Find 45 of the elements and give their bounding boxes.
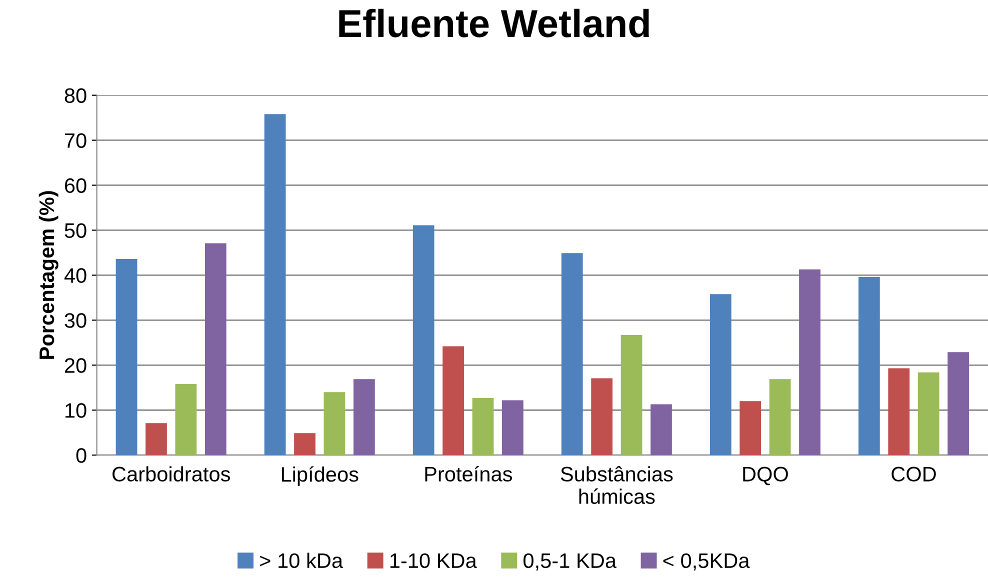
bar xyxy=(146,423,167,456)
x-tick-label: Lipídeos xyxy=(282,466,358,486)
y-tick-label: 0 xyxy=(76,448,86,463)
bar xyxy=(799,269,820,456)
y-tick-label: 20 xyxy=(64,358,86,373)
y-tick-label: 80 xyxy=(64,88,86,104)
bar xyxy=(353,379,375,456)
legend-label: > 10 kDa xyxy=(260,552,344,568)
bar xyxy=(442,346,464,456)
x-tick-label: DQO xyxy=(743,466,788,486)
chart-title: Efluente Wetland xyxy=(339,8,649,38)
legend-label: < 0,5KDa xyxy=(663,553,750,571)
bar xyxy=(769,379,791,456)
y-tick-label: 60 xyxy=(64,178,86,193)
bar xyxy=(620,335,642,456)
y-axis-title: Porcentagem (%) xyxy=(38,191,58,359)
y-tick-label: 10 xyxy=(66,403,86,418)
bar xyxy=(175,384,197,456)
legend-label: 0,5-1 KDa xyxy=(524,553,616,571)
bar xyxy=(561,253,583,456)
bar xyxy=(740,401,762,456)
legend-label: 1-10 KDa xyxy=(390,553,477,568)
bar xyxy=(472,398,494,456)
bar xyxy=(264,114,286,456)
bar xyxy=(116,258,138,456)
bar xyxy=(502,400,524,456)
bar xyxy=(858,276,880,456)
y-tick-label: 70 xyxy=(65,133,86,148)
x-tick-label: COD xyxy=(892,466,936,482)
bar xyxy=(324,392,346,456)
y-tick-label: 30 xyxy=(64,313,86,328)
x-tick-label: Carboidratos xyxy=(112,466,230,482)
bar xyxy=(888,368,910,456)
bar xyxy=(294,433,316,456)
bar xyxy=(591,378,613,456)
y-tick-label: 50 xyxy=(64,223,86,238)
bar xyxy=(948,352,969,456)
bar xyxy=(650,404,672,456)
bar xyxy=(918,372,940,456)
bar xyxy=(710,294,732,456)
bar xyxy=(412,225,434,456)
x-tick-label: Proteínas xyxy=(425,466,512,482)
x-tick-label: Substâncias húmicas xyxy=(560,466,673,504)
y-tick-label: 40 xyxy=(64,268,86,283)
bar xyxy=(204,243,226,456)
